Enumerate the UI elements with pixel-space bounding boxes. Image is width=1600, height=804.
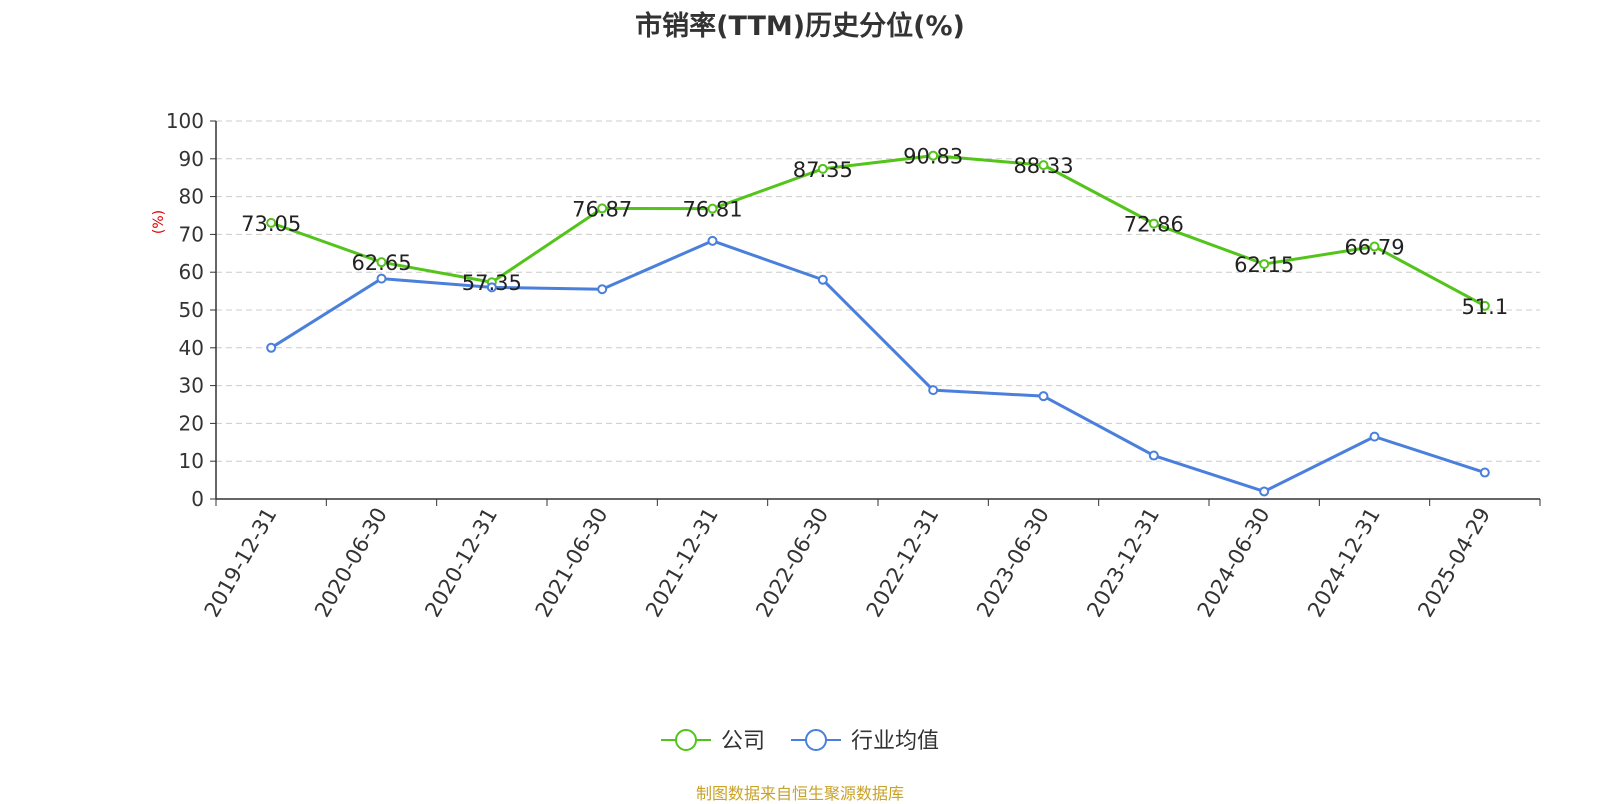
legend-marker (805, 729, 827, 751)
grid-lines (216, 120, 1540, 462)
legend-label: 公司 (721, 729, 765, 754)
data-point (597, 203, 608, 214)
data-label: 72.86 (1124, 213, 1184, 237)
data-label: 87.35 (793, 158, 853, 182)
x-tick-label: 2022-12-31 (862, 504, 944, 622)
data-label: 51.1 (1461, 295, 1508, 319)
data-label: 73.05 (241, 212, 301, 236)
data-point (486, 282, 497, 293)
data-label: 62.65 (351, 251, 411, 275)
x-tick-label: 2023-12-31 (1082, 504, 1164, 622)
data-label: 76.87 (572, 197, 632, 221)
data-point (1369, 241, 1380, 252)
series-line-2 (270, 239, 1486, 493)
data-label: 88.33 (1013, 154, 1073, 178)
data-point (707, 235, 718, 246)
series-lines (266, 150, 1490, 497)
x-tick-label: 2021-12-31 (641, 504, 723, 622)
x-tick-label: 2024-06-30 (1193, 504, 1275, 622)
data-point (817, 163, 828, 174)
data-point (928, 150, 939, 161)
chart-title: 市销率(TTM)历史分位(%) (635, 11, 965, 42)
y-tick-label: 40 (179, 336, 204, 360)
y-tick-label: 100 (166, 109, 204, 133)
data-point (376, 257, 387, 268)
y-tick-label: 10 (179, 449, 204, 473)
data-point (1148, 450, 1159, 461)
y-tick-label: 0 (191, 487, 204, 511)
series-line-1 (270, 154, 1486, 308)
y-tick-label: 20 (179, 411, 204, 435)
x-tick-label: 2022-06-30 (751, 504, 833, 622)
y-tick-label: 60 (179, 260, 204, 284)
x-tick-label: 2020-06-30 (310, 504, 392, 622)
data-point (1038, 160, 1049, 171)
data-labels: 73.05 62.65 57.35 76.87 76.81 87.35 90.83 88.33… (241, 145, 1508, 319)
legend-marker (675, 729, 697, 751)
y-tick-label: 30 (179, 374, 204, 398)
y-axis-label: (%) (151, 210, 167, 234)
data-point (597, 284, 608, 295)
data-point (376, 273, 387, 284)
data-label: 66.79 (1344, 236, 1404, 260)
y-tick-label: 70 (179, 222, 204, 246)
legend-item: 公司 (661, 729, 765, 754)
data-label: 57.35 (462, 271, 522, 295)
data-label: 76.81 (682, 198, 742, 222)
data-point (1148, 218, 1159, 229)
x-tick-label: 2024-12-31 (1303, 504, 1385, 622)
data-point (817, 274, 828, 285)
y-tick-label: 90 (179, 147, 204, 171)
data-point (1259, 486, 1270, 497)
legend: 公司 行业均值 (661, 729, 939, 754)
y-tick-label: 50 (179, 298, 204, 322)
x-tick-label: 2019-12-31 (200, 504, 282, 622)
legend-label: 行业均值 (851, 729, 939, 754)
data-point (266, 342, 277, 353)
data-label: 62.15 (1234, 253, 1294, 277)
x-tick-label: 2021-06-30 (531, 504, 613, 622)
data-point (1369, 431, 1380, 442)
data-source-note: 制图数据来自恒生聚源数据库 (695, 784, 904, 803)
x-tick-label: 2023-06-30 (972, 504, 1054, 622)
data-point (266, 217, 277, 228)
data-point (1479, 300, 1490, 311)
data-label: 90.83 (903, 145, 963, 169)
legend-item: 行业均值 (791, 729, 939, 754)
data-point (1038, 391, 1049, 402)
data-point (928, 385, 939, 396)
data-point (1479, 467, 1490, 478)
y-tick-label: 80 (179, 185, 204, 209)
data-point (707, 203, 718, 214)
x-tick-label: 2025-04-29 (1413, 504, 1495, 622)
data-point (1259, 259, 1270, 270)
x-tick-label: 2020-12-31 (420, 504, 502, 622)
axes: 0 10 20 30 40 50 60 70 80 90 100 (%) 2019-12-31 2020-… (151, 109, 1541, 622)
